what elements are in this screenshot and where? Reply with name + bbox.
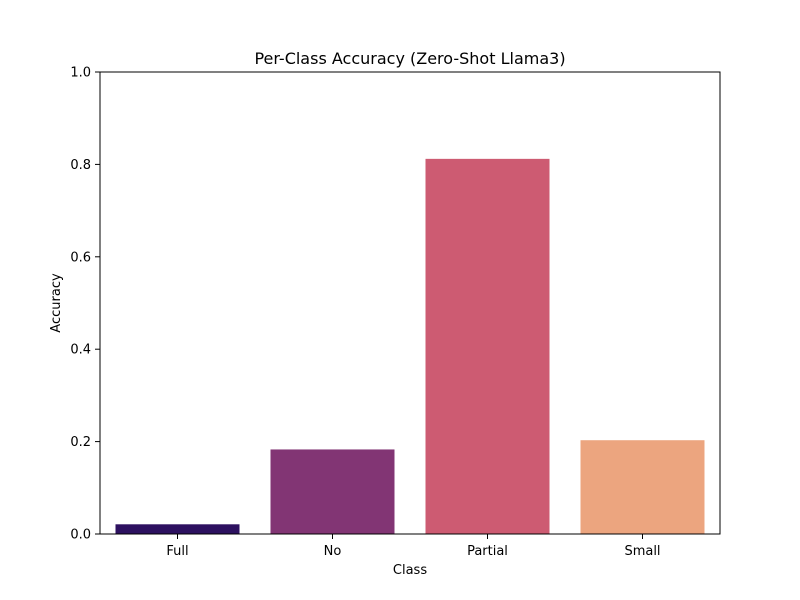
y-tick-label: 0.0 bbox=[70, 528, 91, 543]
bar-full bbox=[115, 524, 240, 534]
y-tick-label: 0.4 bbox=[70, 343, 91, 358]
bar-small bbox=[580, 440, 705, 534]
bar-partial bbox=[425, 158, 550, 534]
plot-frame bbox=[99, 71, 721, 535]
y-axis-label: Accuracy bbox=[49, 273, 64, 333]
chart-title: Per-Class Accuracy (Zero-Shot Llama3) bbox=[254, 49, 565, 68]
x-tick-label: No bbox=[324, 544, 342, 559]
x-axis-ticks: Full No Partial Small bbox=[166, 534, 661, 559]
y-axis-ticks: 0.0 0.2 0.4 0.6 0.8 1.0 bbox=[70, 66, 100, 543]
y-tick-label: 1.0 bbox=[70, 66, 91, 81]
bar-no bbox=[270, 449, 395, 534]
x-tick-label: Full bbox=[166, 544, 188, 559]
y-tick-label: 0.2 bbox=[70, 435, 91, 450]
x-axis-label: Class bbox=[393, 563, 427, 578]
y-tick-label: 0.6 bbox=[70, 250, 91, 265]
bars-group bbox=[115, 158, 705, 534]
y-tick-label: 0.8 bbox=[70, 158, 91, 173]
x-tick-label: Partial bbox=[467, 544, 508, 559]
x-tick-label: Small bbox=[624, 544, 660, 559]
